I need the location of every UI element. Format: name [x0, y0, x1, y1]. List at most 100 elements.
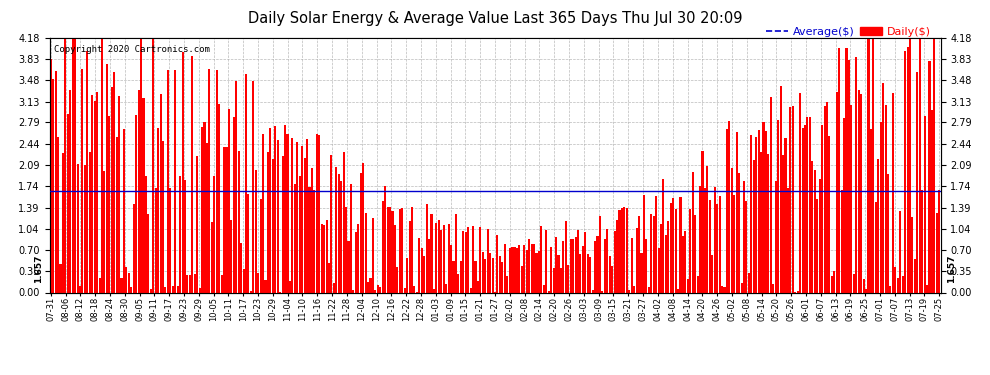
Bar [533, 244, 535, 292]
Bar [564, 221, 567, 292]
Legend: Average($), Daily($): Average($), Daily($) [761, 22, 935, 42]
Bar [574, 237, 576, 292]
Bar [767, 154, 769, 292]
Bar [311, 168, 313, 292]
Bar [784, 138, 786, 292]
Bar [296, 142, 298, 292]
Bar [499, 256, 501, 292]
Bar [912, 217, 914, 292]
Bar [406, 258, 408, 292]
Bar [221, 275, 223, 292]
Bar [589, 257, 591, 292]
Bar [496, 235, 499, 292]
Bar [907, 47, 909, 292]
Bar [316, 134, 318, 292]
Bar [929, 61, 931, 292]
Bar [135, 116, 138, 292]
Bar [819, 179, 821, 292]
Bar [248, 194, 249, 292]
Bar [333, 283, 335, 292]
Bar [91, 95, 93, 292]
Bar [652, 216, 654, 292]
Bar [186, 275, 188, 292]
Bar [755, 137, 757, 292]
Bar [587, 254, 589, 292]
Bar [201, 127, 203, 292]
Bar [126, 267, 128, 292]
Bar [662, 179, 664, 292]
Bar [579, 254, 581, 292]
Bar [726, 129, 728, 292]
Bar [487, 230, 489, 292]
Bar [657, 248, 659, 292]
Bar [669, 203, 672, 292]
Bar [269, 128, 271, 292]
Bar [81, 69, 83, 292]
Bar [326, 220, 328, 292]
Bar [779, 86, 782, 292]
Bar [133, 204, 135, 292]
Bar [528, 239, 531, 292]
Bar [191, 56, 193, 292]
Bar [926, 285, 928, 292]
Bar [721, 286, 723, 292]
Bar [206, 143, 208, 292]
Bar [611, 266, 613, 292]
Bar [855, 57, 857, 292]
Bar [887, 174, 889, 292]
Bar [629, 290, 631, 292]
Bar [199, 288, 201, 292]
Bar [74, 38, 76, 292]
Bar [504, 244, 506, 292]
Bar [706, 166, 709, 292]
Bar [436, 223, 438, 292]
Bar [352, 290, 354, 292]
Bar [521, 266, 523, 292]
Bar [862, 279, 864, 292]
Bar [149, 290, 151, 292]
Bar [724, 288, 726, 292]
Bar [557, 255, 559, 292]
Bar [286, 134, 288, 292]
Bar [672, 198, 674, 292]
Bar [431, 214, 433, 292]
Bar [259, 199, 261, 292]
Bar [264, 280, 266, 292]
Bar [306, 138, 308, 292]
Bar [204, 122, 206, 292]
Bar [870, 129, 872, 292]
Bar [96, 92, 98, 292]
Bar [66, 114, 69, 292]
Bar [807, 117, 809, 292]
Bar [62, 153, 64, 292]
Bar [736, 132, 738, 292]
Bar [857, 90, 859, 292]
Bar [638, 216, 641, 292]
Bar [338, 174, 340, 292]
Bar [872, 38, 874, 292]
Bar [909, 38, 911, 292]
Bar [108, 116, 110, 292]
Bar [318, 135, 321, 292]
Bar [641, 253, 643, 292]
Bar [852, 274, 855, 292]
Bar [226, 147, 228, 292]
Bar [377, 285, 379, 292]
Bar [86, 51, 88, 292]
Bar [516, 248, 518, 292]
Bar [131, 287, 133, 292]
Bar [457, 274, 459, 292]
Bar [84, 165, 86, 292]
Bar [421, 248, 423, 292]
Bar [506, 276, 508, 292]
Bar [643, 195, 644, 292]
Bar [572, 239, 574, 292]
Bar [689, 209, 691, 292]
Bar [304, 158, 306, 292]
Bar [569, 238, 571, 292]
Bar [128, 273, 130, 292]
Bar [821, 125, 823, 292]
Bar [555, 237, 557, 292]
Bar [816, 198, 819, 292]
Bar [699, 186, 701, 292]
